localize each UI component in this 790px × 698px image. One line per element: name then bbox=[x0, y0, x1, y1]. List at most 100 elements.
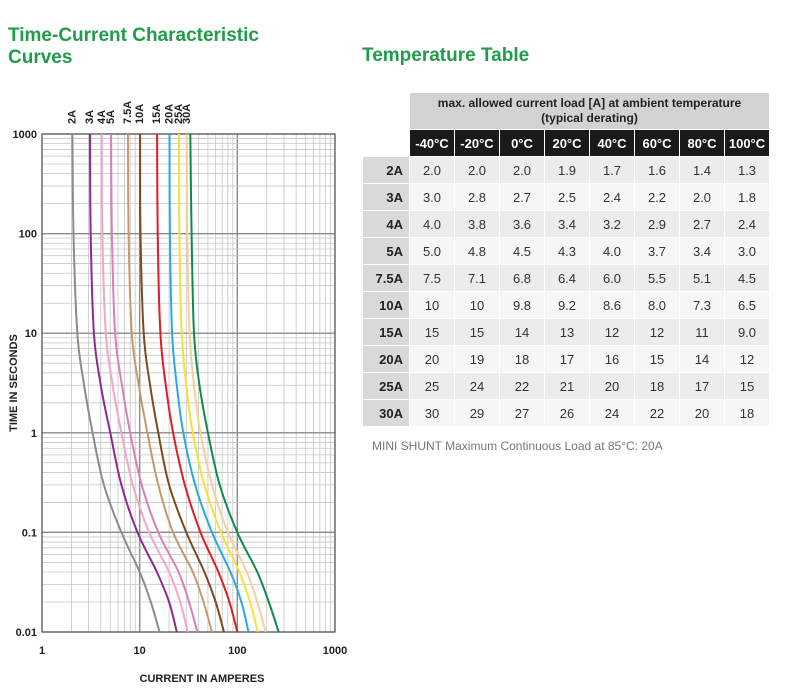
current-value-cell: 10 bbox=[454, 291, 500, 319]
table-row: 30A 30 29 27 26 24 22 20 18 bbox=[362, 399, 770, 427]
curve-7-5a-4 bbox=[127, 133, 213, 633]
fuse-rating-cell: 2A bbox=[362, 156, 410, 184]
current-value-cell: 11 bbox=[679, 318, 725, 346]
table-row: 5A 5.0 4.8 4.5 4.3 4.0 3.7 3.4 3.0 bbox=[362, 237, 770, 265]
current-value-cell: 3.4 bbox=[679, 237, 725, 265]
current-value-cell: 26 bbox=[544, 399, 590, 427]
current-value-cell: 5.5 bbox=[634, 264, 680, 292]
table-row: 10A 10 10 9.8 9.2 8.6 8.0 7.3 6.5 bbox=[362, 291, 770, 319]
current-value-cell: 2.7 bbox=[499, 183, 545, 211]
temp-column-header: 20°C bbox=[544, 129, 590, 157]
current-value-cell: 15 bbox=[634, 345, 680, 373]
current-value-cell: 20 bbox=[409, 345, 455, 373]
curve-20a-7 bbox=[168, 133, 250, 633]
x-tick-label: 1 bbox=[39, 645, 45, 657]
temp-column-header: 40°C bbox=[589, 129, 635, 157]
temp-column-header: 80°C bbox=[679, 129, 725, 157]
table-row: 25A 25 24 22 21 20 18 17 15 bbox=[362, 372, 770, 400]
current-value-cell: 1.4 bbox=[679, 156, 725, 184]
current-value-cell: 2.0 bbox=[499, 156, 545, 184]
current-value-cell: 6.5 bbox=[724, 291, 770, 319]
current-value-cell: 30 bbox=[409, 399, 455, 427]
table-row: 4A 4.0 3.8 3.6 3.4 3.2 2.9 2.7 2.4 bbox=[362, 210, 770, 238]
temperature-header-row: -40°C -20°C 0°C 20°C 40°C 60°C 80°C 100°C bbox=[362, 129, 770, 157]
fuse-rating-cell: 25A bbox=[362, 372, 410, 400]
current-value-cell: 21 bbox=[544, 372, 590, 400]
table-row: 3A 3.0 2.8 2.7 2.5 2.4 2.2 2.0 1.8 bbox=[362, 183, 770, 211]
current-value-cell: 7.1 bbox=[454, 264, 500, 292]
current-value-cell: 25 bbox=[409, 372, 455, 400]
current-value-cell: 1.8 bbox=[724, 183, 770, 211]
fuse-rating-cell: 10A bbox=[362, 291, 410, 319]
table-caption-main: max. allowed current load [A] at ambient… bbox=[437, 96, 742, 110]
current-value-cell: 2.7 bbox=[679, 210, 725, 238]
curve-label-5a: 5A bbox=[105, 110, 117, 124]
y-tick-label: 0.1 bbox=[22, 527, 37, 539]
current-value-cell: 12 bbox=[724, 345, 770, 373]
curve-label-10a: 10A bbox=[134, 104, 146, 124]
curve-3a-1 bbox=[89, 133, 178, 633]
y-tick-label: 100 bbox=[19, 229, 37, 241]
current-value-cell: 7.3 bbox=[679, 291, 725, 319]
temp-column-header: 100°C bbox=[724, 129, 770, 157]
current-value-cell: 22 bbox=[634, 399, 680, 427]
current-value-cell: 1.7 bbox=[589, 156, 635, 184]
fuse-rating-cell: 4A bbox=[362, 210, 410, 238]
current-value-cell: 3.0 bbox=[724, 237, 770, 265]
current-value-cell: 19 bbox=[454, 345, 500, 373]
curve-30a-9 bbox=[185, 133, 267, 633]
current-value-cell: 6.4 bbox=[544, 264, 590, 292]
current-value-cell: 17 bbox=[679, 372, 725, 400]
curve-label-3a: 3A bbox=[84, 110, 96, 124]
chart-ticks: 1 10 100 1000 0.01 0.1 1 10 100 1000 bbox=[13, 129, 348, 657]
curve-label-30a: 30A bbox=[181, 104, 193, 124]
x-tick-label: 100 bbox=[228, 645, 246, 657]
current-value-cell: 14 bbox=[679, 345, 725, 373]
curve-4a-2 bbox=[100, 133, 189, 633]
current-value-cell: 3.8 bbox=[454, 210, 500, 238]
y-tick-label: 0.01 bbox=[16, 627, 37, 639]
current-value-cell: 22 bbox=[499, 372, 545, 400]
current-value-cell: 4.5 bbox=[724, 264, 770, 292]
curve-5a-3 bbox=[110, 133, 199, 633]
current-value-cell: 2.0 bbox=[409, 156, 455, 184]
current-value-cell: 3.2 bbox=[589, 210, 635, 238]
current-value-cell: 2.0 bbox=[679, 183, 725, 211]
curve-label-20a: 20A bbox=[164, 104, 176, 124]
current-value-cell: 3.0 bbox=[409, 183, 455, 211]
current-value-cell: 2.4 bbox=[724, 210, 770, 238]
current-value-cell: 8.0 bbox=[634, 291, 680, 319]
current-value-cell: 18 bbox=[499, 345, 545, 373]
current-value-cell: 17 bbox=[544, 345, 590, 373]
y-axis-label: TIME IN SECONDS bbox=[8, 334, 20, 432]
table-caption-sub: (typical derating) bbox=[541, 111, 638, 125]
current-value-cell: 6.8 bbox=[499, 264, 545, 292]
temperature-table-title: Temperature Table bbox=[362, 45, 530, 66]
current-value-cell: 3.7 bbox=[634, 237, 680, 265]
y-tick-label: 1000 bbox=[13, 129, 37, 141]
fuse-rating-cell: 3A bbox=[362, 183, 410, 211]
fuse-rating-cell: 30A bbox=[362, 399, 410, 427]
curve-label-7-5a: 7.5A bbox=[122, 101, 134, 124]
current-value-cell: 2.0 bbox=[454, 156, 500, 184]
table-caption: max. allowed current load [A] at ambient… bbox=[409, 92, 770, 130]
temp-column-header: -40°C bbox=[409, 129, 455, 157]
curve-label-2a: 2A bbox=[66, 110, 78, 124]
curve-25a-8 bbox=[178, 133, 259, 633]
table-row: 2A 2.0 2.0 2.0 1.9 1.7 1.6 1.4 1.3 bbox=[362, 156, 770, 184]
current-value-cell: 20 bbox=[679, 399, 725, 427]
curve-30a-10 bbox=[189, 133, 280, 633]
current-value-cell: 2.4 bbox=[589, 183, 635, 211]
current-value-cell: 4.0 bbox=[409, 210, 455, 238]
current-value-cell: 4.0 bbox=[589, 237, 635, 265]
fuse-rating-cell: 15A bbox=[362, 318, 410, 346]
current-value-cell: 3.6 bbox=[499, 210, 545, 238]
temperature-table: max. allowed current load [A] at ambient… bbox=[362, 92, 770, 427]
current-value-cell: 12 bbox=[634, 318, 680, 346]
current-value-cell: 12 bbox=[589, 318, 635, 346]
current-value-cell: 20 bbox=[589, 372, 635, 400]
current-value-cell: 1.9 bbox=[544, 156, 590, 184]
current-value-cell: 18 bbox=[724, 399, 770, 427]
y-tick-label: 1 bbox=[31, 428, 37, 440]
